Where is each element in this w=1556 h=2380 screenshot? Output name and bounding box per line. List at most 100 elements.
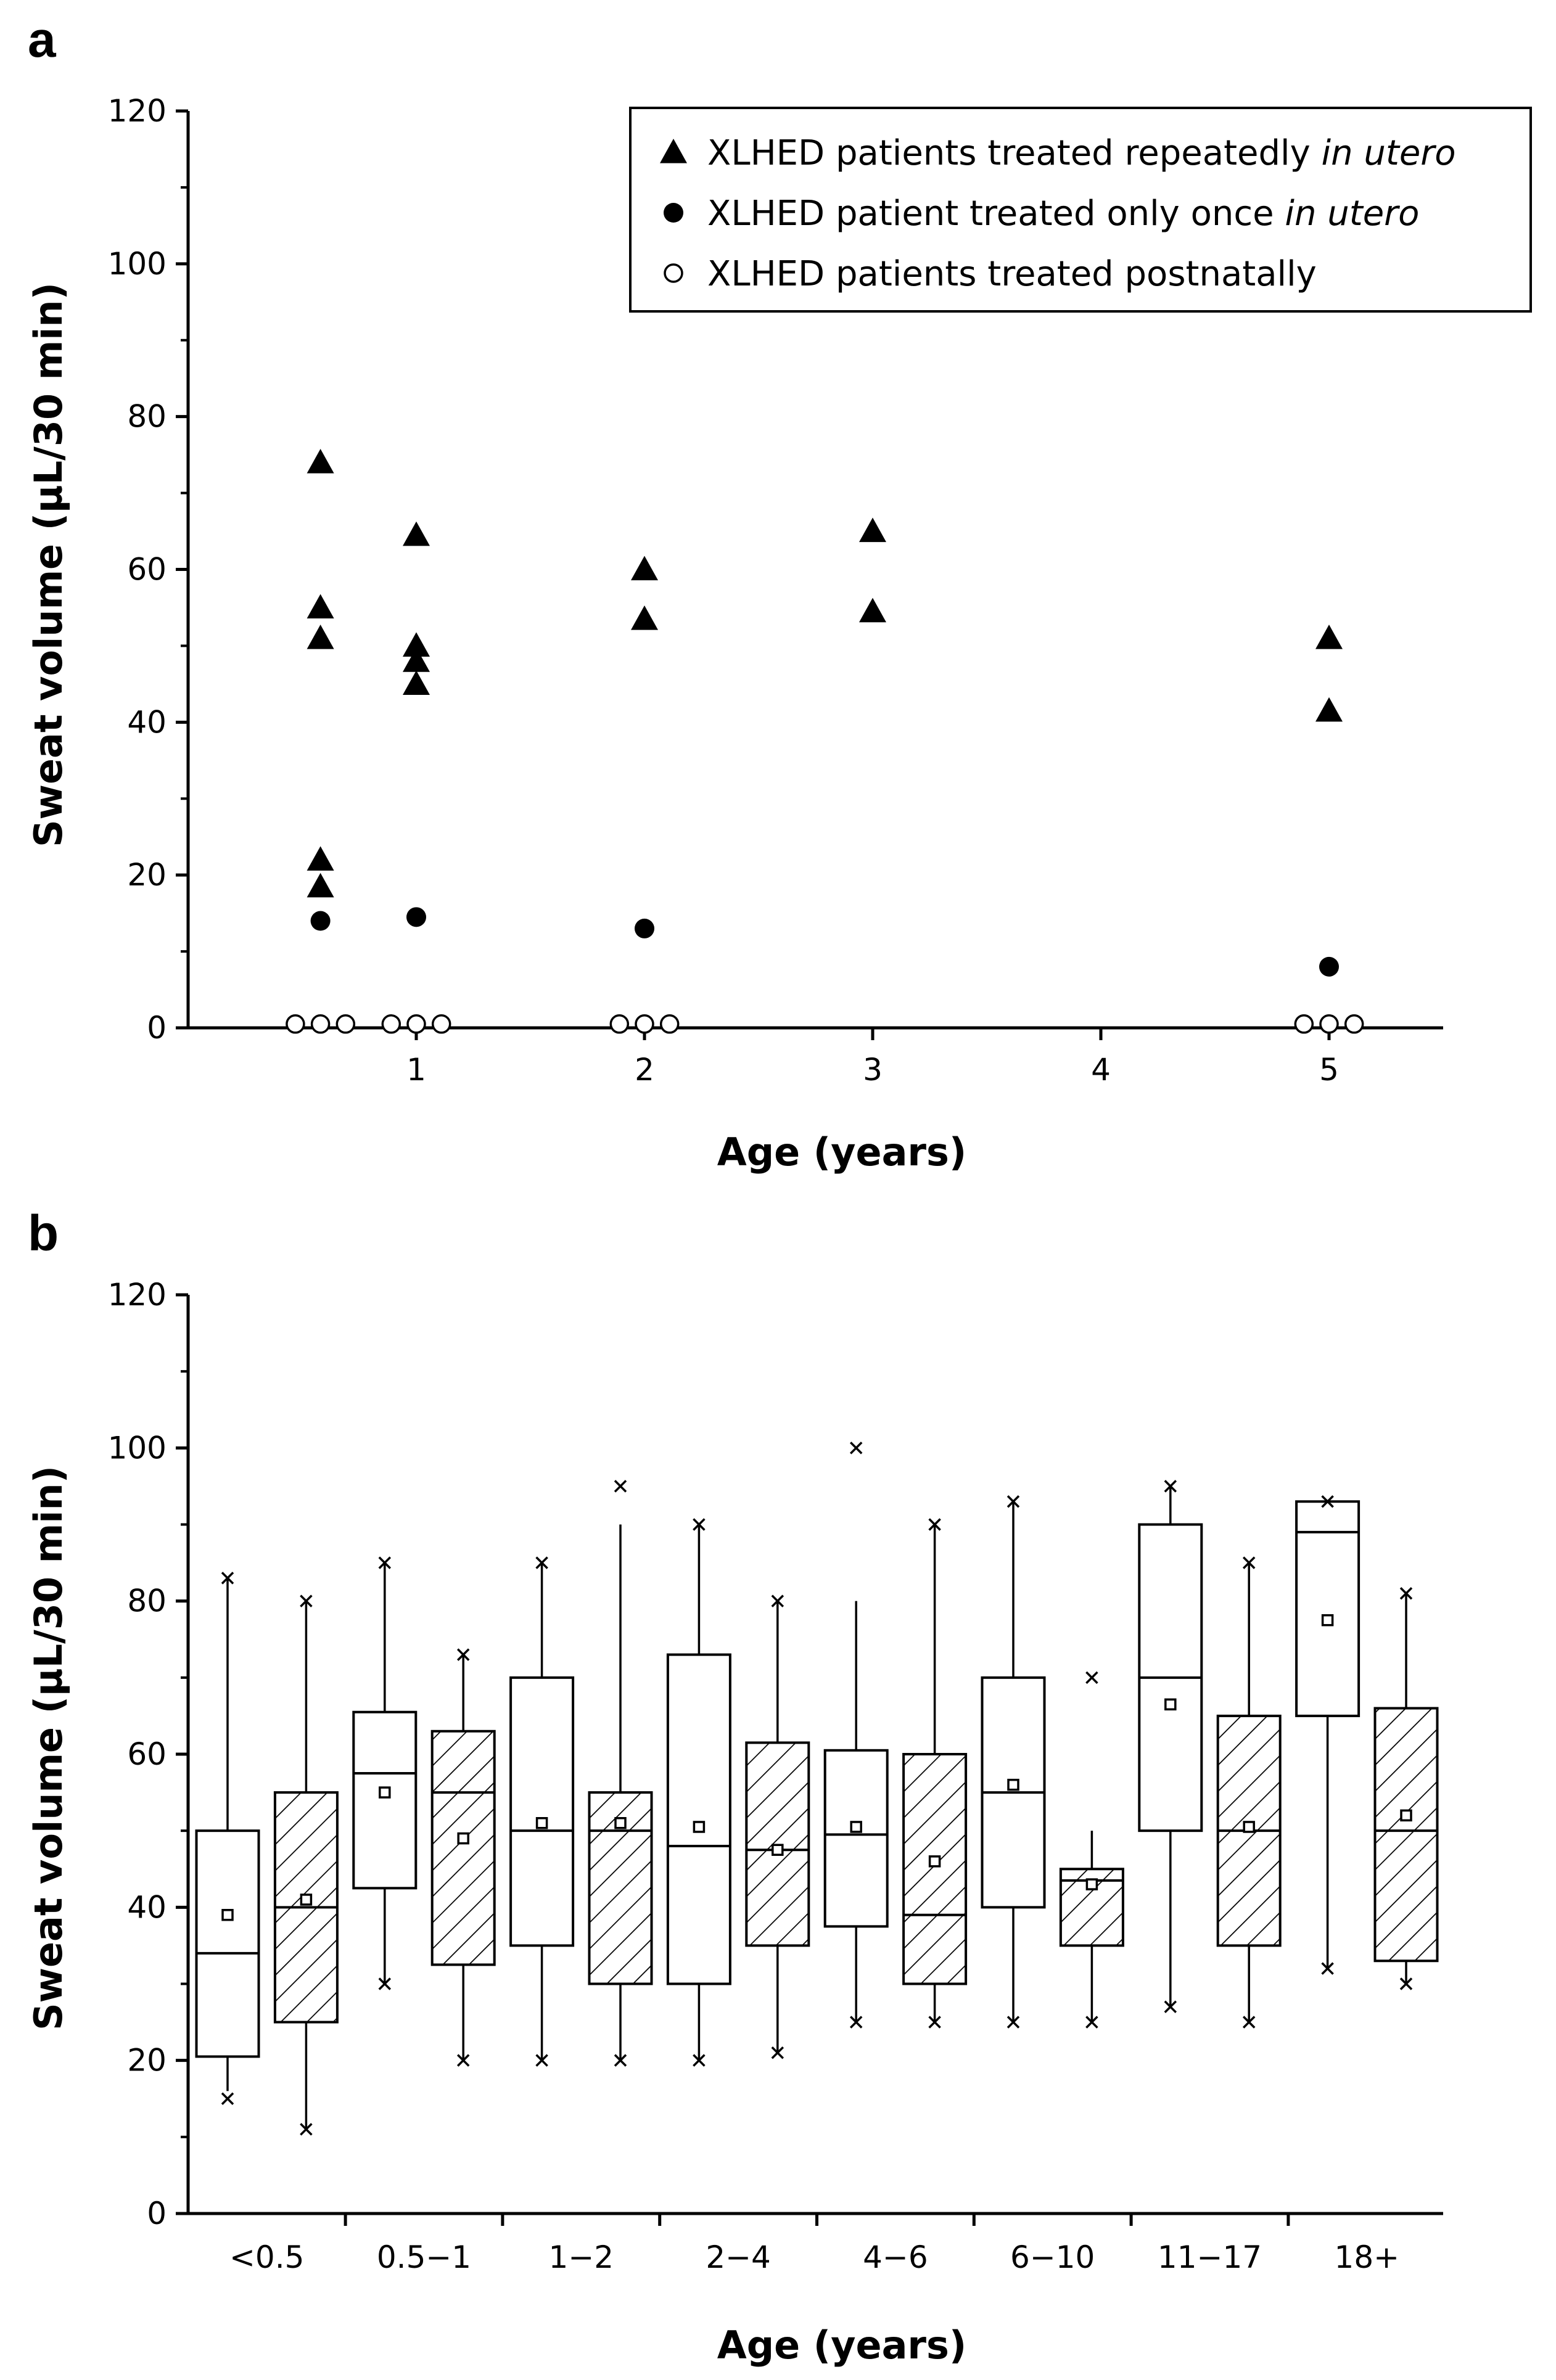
panel-a-scatter: 0 20 40 60 80 100 120 1 2 3 4 5 Age (years) Sweat v…: [26, 93, 1532, 1175]
panel-b-x-tick-label: 18+: [1335, 2239, 1400, 2275]
panel-b-mean-marker: [1400, 1809, 1412, 1822]
panel-b-min-marker: [771, 2046, 784, 2059]
panel-b-box-body: [509, 1676, 575, 1947]
panel-b-box-plain: [1138, 1480, 1203, 2013]
panel-a-legend-entry: XLHED patients treated repeatedly in ute…: [707, 133, 1456, 173]
panel-a-point-open-circle: [609, 1014, 630, 1034]
panel-b-y-axis-title: Sweat volume (µL/30 min): [26, 1466, 71, 2030]
panel-a-y-tick-label: 80: [127, 399, 167, 435]
panel-b-x-tick-label: 0.5−1: [377, 2239, 471, 2275]
panel-a-legend-entry-italic: in utero: [1322, 133, 1456, 173]
panel-b-max-marker: [1399, 1587, 1413, 1600]
panel-a-point-open-circle: [1344, 1014, 1364, 1034]
panel-b-y-tick-label: 120: [108, 1277, 167, 1313]
panel-b-box-body: [430, 1730, 496, 1966]
panel-b-box-body: [352, 1710, 418, 1890]
panel-b-max-marker: [535, 1556, 548, 1569]
panel-b-min-marker: [1164, 2000, 1177, 2013]
panel-b-max-marker: [300, 1594, 313, 1607]
panel-b-box-hatched: [745, 1594, 810, 2059]
panel-a-point-filled-circle: [406, 907, 426, 927]
panel-b-box-hatched: [902, 1518, 968, 2029]
panel-b-box-body: [1295, 1500, 1360, 1717]
panel-a-point-open-circle: [335, 1014, 356, 1034]
panel-a-point-triangle: [403, 647, 430, 672]
panel-b-mean-marker: [850, 1821, 862, 1833]
panel-b-box-hatched: [1216, 1556, 1282, 2029]
panel-b-box-plain: [981, 1495, 1046, 2029]
panel-a-point-triangle: [859, 517, 886, 543]
panel-b-min-marker: [928, 2016, 941, 2029]
panel-b-box-hatched: [1373, 1587, 1439, 1990]
panel-b-max-marker: [1006, 1495, 1020, 1508]
panel-b-x-tick-label: 11−17: [1158, 2239, 1262, 2275]
panel-b-boxplot: 0 20 40 60 80 100 120 <0.5 0.5−1 1−2 2−4 4−6 6−10 11−…: [26, 1277, 1443, 2368]
panel-b-box-hatched: [588, 1480, 653, 2067]
panel-a-legend-marker-triangle: [660, 139, 687, 163]
panel-a-legend-marker-open-circle: [664, 263, 683, 283]
panel-a-x-tick-label: 2: [635, 1052, 654, 1088]
panel-b-box-plain: [352, 1556, 418, 1990]
panel-b-x-tick-label: 1−2: [549, 2239, 614, 2275]
panel-a-points: [286, 449, 1364, 1034]
panel-b-y-tick-label: 80: [127, 1583, 167, 1619]
panel-b-max-marker: [456, 1648, 470, 1661]
panel-b-box-plain: [509, 1556, 575, 2067]
panel-a-legend-entry-text: XLHED patients treated repeatedly: [707, 133, 1322, 173]
panel-b-max-marker: [221, 1572, 234, 1585]
panel-b-box-body: [902, 1753, 968, 1985]
panel-a-point-open-circle: [406, 1014, 426, 1034]
panel-a-y-tick-label: 60: [127, 552, 167, 588]
panel-b-max-marker: [928, 1518, 941, 1531]
panel-a-point-triangle: [403, 521, 430, 546]
panel-b-letter: b: [28, 1205, 59, 1262]
panel-b-max-marker: [849, 1442, 863, 1455]
panel-a-point-open-circle: [310, 1014, 331, 1034]
panel-b-min-marker: [300, 2123, 313, 2136]
panel-b-mean-marker: [457, 1832, 469, 1845]
panel-b-max-marker: [693, 1518, 706, 1531]
panel-a-legend-entry: XLHED patient treated only once in utero: [707, 194, 1419, 234]
panel-a-point-triangle: [1315, 625, 1343, 649]
panel-b-mean-marker: [1321, 1614, 1334, 1627]
panel-a-y-tick-label: 0: [147, 1010, 167, 1046]
panel-b-box-plain: [666, 1518, 731, 2067]
panel-b-box-plain: [195, 1572, 260, 2105]
panel-a-point-triangle: [1315, 697, 1343, 722]
panel-b-min-marker: [693, 2054, 706, 2067]
panel-a-y-tick-label: 40: [127, 704, 167, 740]
panel-b-max-marker: [1242, 1556, 1256, 1569]
panel-a-point-filled-circle: [1319, 956, 1339, 977]
panel-a-point-open-circle: [1319, 1014, 1339, 1034]
panel-a-point-triangle: [403, 632, 430, 657]
panel-b-box-plain: [823, 1442, 889, 2029]
panel-a-point-triangle: [403, 670, 430, 695]
panel-a-point-filled-circle: [310, 911, 331, 931]
panel-a-point-triangle: [631, 556, 658, 581]
panel-a-legend-box: [629, 107, 1532, 313]
panel-b-mean-marker: [535, 1817, 548, 1829]
panel-a-legend: XLHED patients treated repeatedly in ute…: [629, 107, 1532, 313]
panel-b-x-tick-label: 6−10: [1010, 2239, 1095, 2275]
panel-b-min-marker: [535, 2054, 548, 2067]
panel-a-point-open-circle: [381, 1014, 401, 1034]
panel-b-box-hatched: [430, 1648, 496, 2067]
panel-a-point-triangle: [307, 594, 334, 619]
panel-a-legend-marker-filled-circle: [664, 203, 683, 223]
panel-b-min-marker: [1085, 2016, 1098, 2029]
panel-a-point-open-circle: [659, 1014, 680, 1034]
panel-b-mean-marker: [772, 1844, 784, 1856]
panel-a-x-tick-label: 3: [863, 1052, 883, 1088]
panel-b-mean-marker: [300, 1894, 313, 1906]
panel-b-mean-marker: [221, 1909, 234, 1921]
panel-b-min-marker: [1242, 2016, 1256, 2029]
panel-a-point-triangle: [859, 597, 886, 623]
panel-a-point-triangle: [307, 872, 334, 898]
panel-b-y-tick-label: 0: [147, 2196, 167, 2231]
panel-b-x-axis-title: Age (years): [717, 2323, 966, 2368]
panel-b-y-tick-label: 40: [127, 1889, 167, 1925]
panel-b-box-body: [195, 1829, 260, 2058]
panel-a-y-tick-label: 100: [108, 246, 167, 282]
panel-b-mean-marker: [1243, 1821, 1255, 1833]
panel-b-box-plain: [1295, 1495, 1360, 1975]
